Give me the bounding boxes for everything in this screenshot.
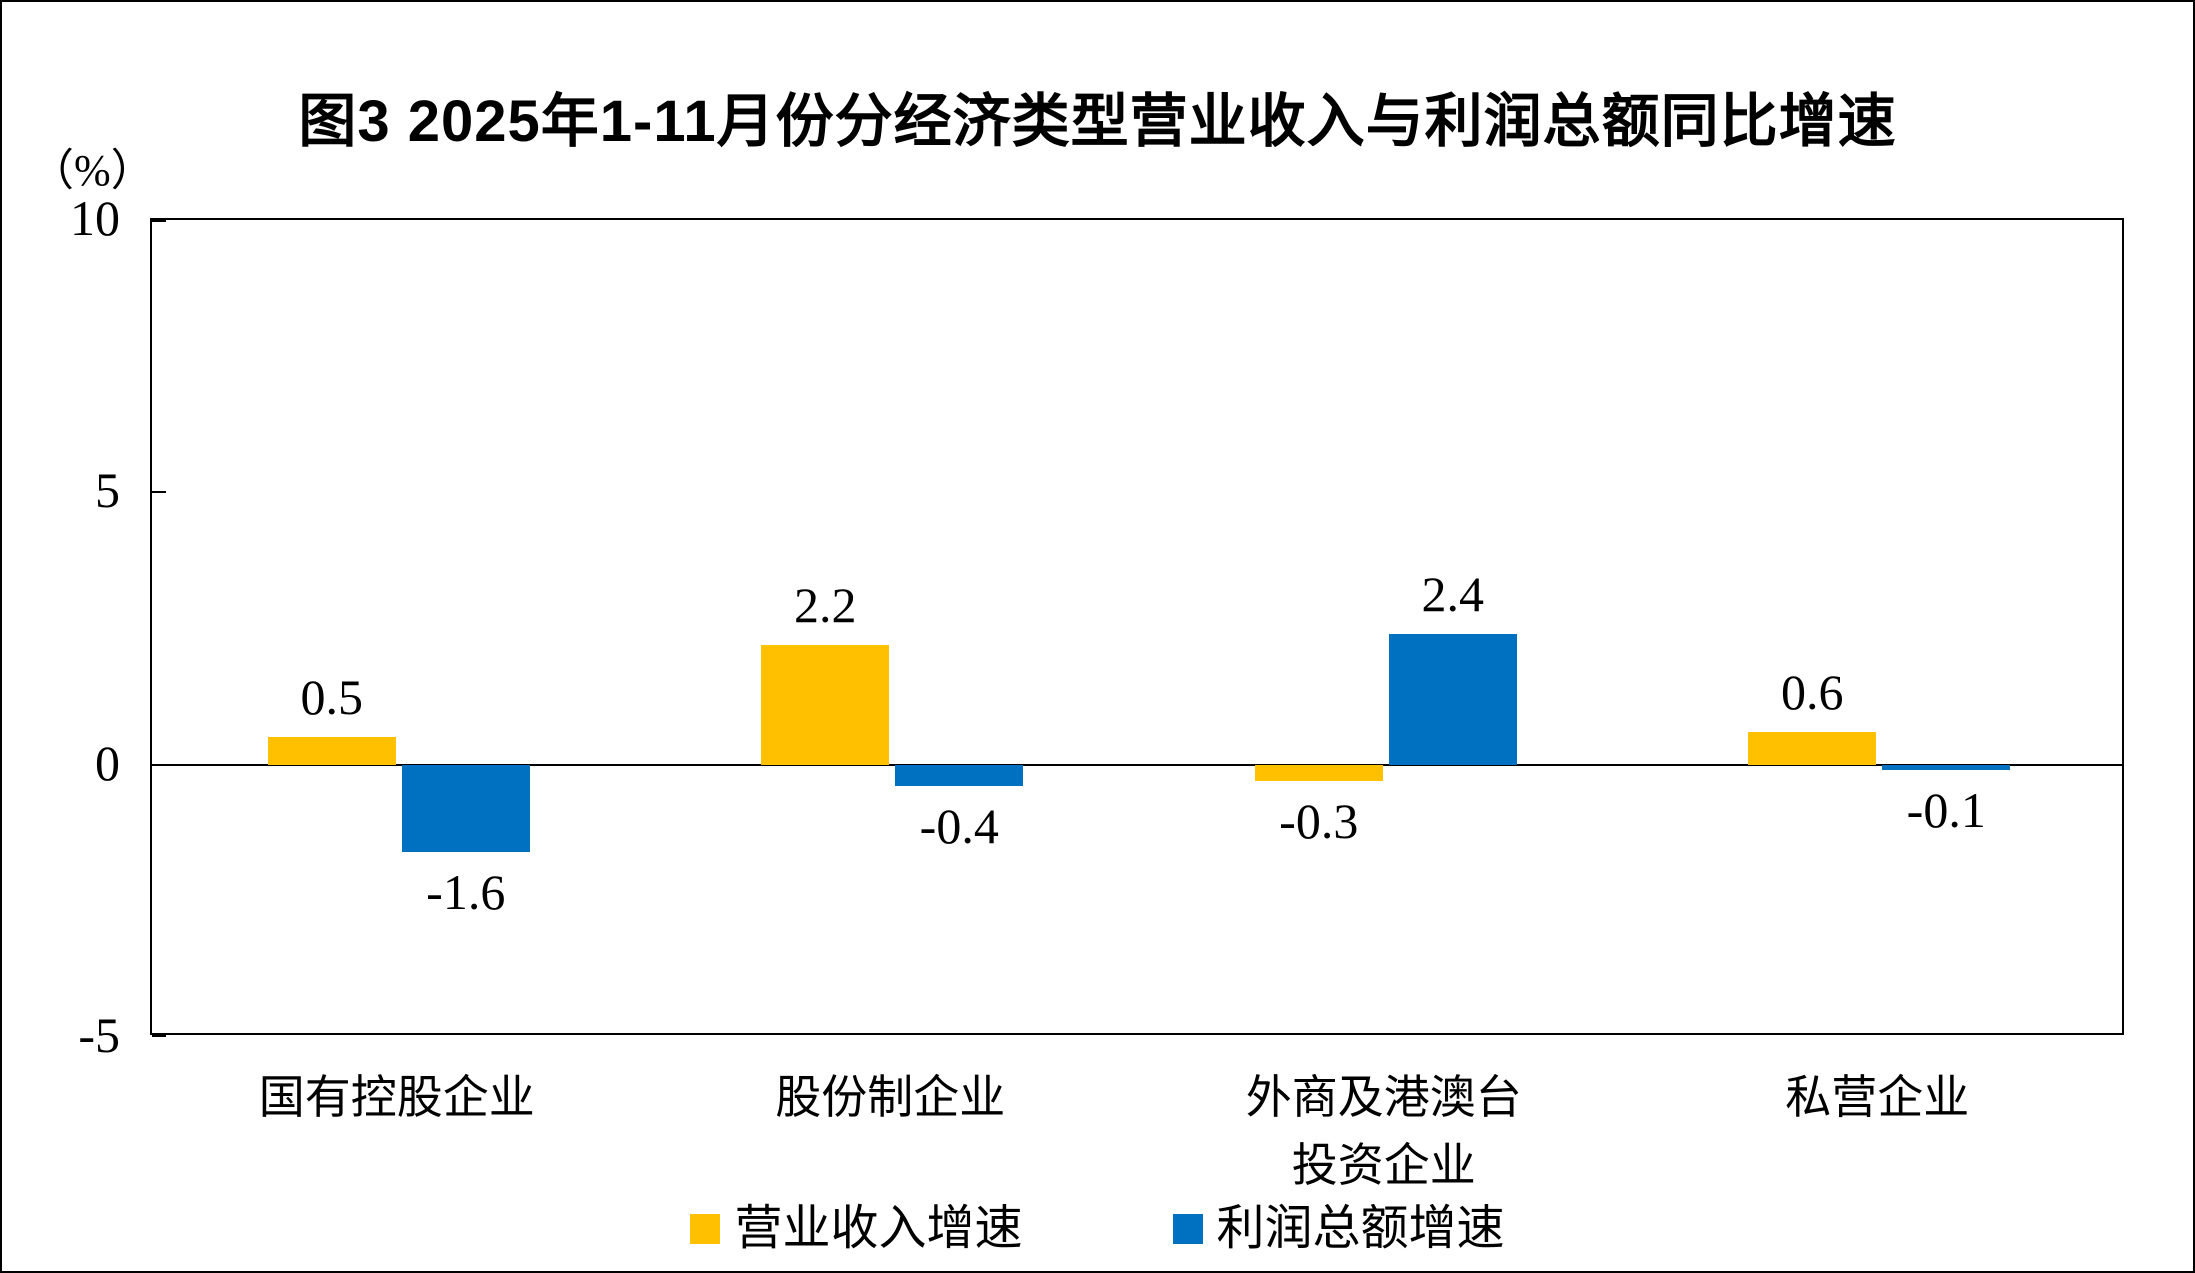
y-tick-mark — [152, 220, 166, 222]
bar-revenue-2 — [1254, 764, 1383, 781]
y-tick-label: 5 — [95, 462, 120, 519]
y-tick-mark — [152, 763, 166, 766]
bar-value-label: 0.5 — [300, 669, 364, 726]
legend-item-profit: 利润总额增速 — [1172, 1201, 1505, 1257]
legend-label-profit: 利润总额增速 — [1216, 1202, 1505, 1255]
y-axis-unit-label: （%） — [30, 146, 155, 195]
category-label-0: 国有控股企业 — [258, 1072, 535, 1123]
legend: 营业收入增速 利润总额增速 — [2, 1201, 2193, 1257]
bar-profit-0 — [401, 764, 530, 852]
category-label-2: 外商及港澳台 投资企业 — [1245, 1072, 1522, 1191]
chart-title: 图3 2025年1-11月份分经济类型营业收入与利润总额同比增速 — [298, 89, 1897, 154]
legend-label-revenue: 营业收入增速 — [734, 1202, 1023, 1255]
legend-swatch-revenue — [690, 1214, 721, 1244]
y-tick-label: 0 — [95, 734, 120, 791]
bar-value-label: 2.2 — [794, 576, 857, 633]
y-tick-label: -5 — [78, 1007, 120, 1063]
bar-revenue-3 — [1748, 731, 1877, 765]
bar-profit-1 — [895, 764, 1024, 787]
bar-profit-3 — [1882, 764, 2011, 771]
y-tick-label: 10 — [70, 190, 120, 246]
category-label-3: 私营企业 — [1785, 1072, 1970, 1123]
bar-value-label: -0.3 — [1279, 793, 1359, 849]
bar-value-label: -0.4 — [919, 798, 999, 855]
category-label-1: 股份制企业 — [775, 1072, 1006, 1123]
bar-value-label: 2.4 — [1421, 565, 1485, 622]
y-tick-mark — [152, 1035, 166, 1037]
y-tick-mark — [152, 491, 166, 494]
plot-area: 0.5 2.2 -0.3 0.6 -1.6 -0.4 2.4 -0.1 — [150, 218, 2124, 1037]
bar-revenue-0 — [267, 737, 396, 765]
bar-value-label: 0.6 — [1781, 663, 1844, 720]
bar-profit-2 — [1388, 633, 1517, 765]
legend-item-revenue: 营业收入增速 — [690, 1201, 1023, 1257]
bar-revenue-1 — [761, 644, 890, 765]
zero-baseline — [152, 763, 2122, 766]
bar-value-label: -1.6 — [426, 863, 506, 920]
bar-value-label: -0.1 — [1906, 782, 1986, 839]
legend-swatch-profit — [1172, 1214, 1203, 1244]
